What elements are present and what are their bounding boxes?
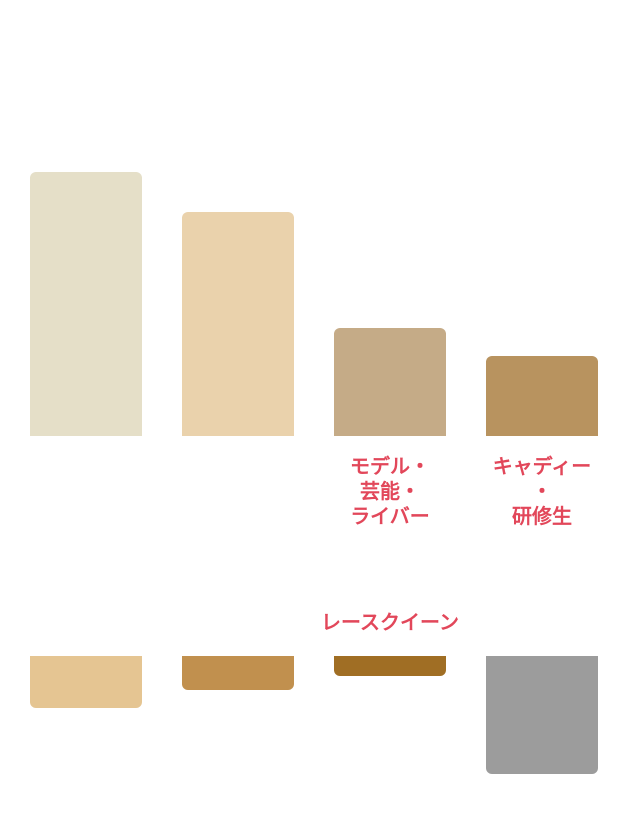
- bar: [30, 656, 142, 708]
- bar: [486, 656, 598, 774]
- bar-label: モデル・ 芸能・ ライバー: [350, 454, 430, 528]
- bar: [486, 356, 598, 436]
- bar: [182, 212, 294, 436]
- bar-label: レースクイーン: [321, 610, 459, 634]
- bar: [30, 172, 142, 436]
- bar: [182, 656, 294, 690]
- bar: [334, 656, 446, 676]
- bar: [334, 328, 446, 436]
- bar-label: キャディー ・ 研修生: [492, 454, 592, 528]
